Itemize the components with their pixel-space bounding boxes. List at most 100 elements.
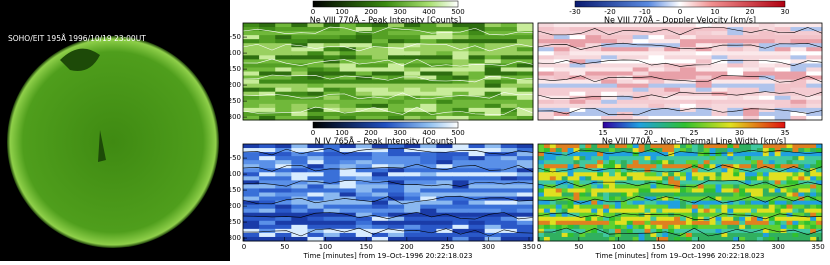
map-cell	[516, 192, 534, 198]
map-cell	[656, 144, 663, 149]
map-cell	[500, 35, 518, 40]
map-cell	[703, 228, 711, 234]
map-cell	[626, 148, 634, 153]
map-cell	[579, 224, 586, 230]
map-cell	[549, 200, 557, 206]
map-cell	[601, 59, 618, 64]
map-cell	[355, 144, 373, 149]
map-cell	[810, 184, 817, 189]
map-cell	[355, 188, 373, 193]
map-cell	[388, 204, 405, 210]
map-cell	[792, 168, 799, 173]
map-cell	[616, 107, 634, 113]
map-cell	[420, 75, 437, 81]
map-cell	[804, 188, 811, 193]
map-cell	[756, 156, 764, 161]
map-cell	[452, 144, 470, 149]
map-cell	[609, 204, 616, 210]
map-cell	[664, 59, 681, 64]
map-cell	[768, 184, 776, 189]
map-cell	[291, 200, 308, 206]
map-cell	[420, 196, 437, 202]
map-cell	[806, 71, 823, 77]
map-cell	[585, 47, 602, 52]
map-cell	[243, 148, 260, 153]
contour	[537, 107, 823, 116]
map-cell	[745, 208, 752, 214]
map-cell	[774, 144, 782, 149]
colorbar-tick-label: 200	[364, 8, 377, 16]
map-cell	[810, 160, 817, 165]
map-cell	[695, 79, 713, 85]
map-cell	[798, 152, 805, 157]
map-cell	[567, 180, 574, 185]
map-cell	[616, 31, 634, 36]
map-cell	[355, 228, 373, 234]
map-frame	[537, 22, 823, 121]
map-cell	[711, 115, 728, 121]
map-cell	[585, 71, 602, 77]
map-cell	[388, 111, 405, 117]
map-cell	[591, 208, 598, 214]
map-cell	[674, 224, 681, 230]
map-cell	[404, 27, 421, 32]
map-cell	[585, 31, 602, 36]
map-cell	[792, 160, 799, 165]
map-cell	[553, 27, 571, 32]
map-cell	[553, 115, 571, 121]
map-cell	[555, 164, 563, 169]
map-cell	[697, 180, 705, 185]
map-cell	[355, 23, 373, 28]
map-cell	[468, 115, 486, 121]
map-cell	[680, 99, 697, 105]
map-cell	[591, 220, 598, 226]
map-cell	[768, 212, 776, 218]
map-cell	[484, 196, 502, 202]
map-cell	[685, 232, 693, 238]
map-cell	[609, 168, 616, 173]
map-cell	[585, 87, 602, 93]
map-cell	[774, 192, 782, 198]
map-cell	[780, 232, 787, 238]
map-cell	[484, 107, 502, 113]
map-cell	[323, 224, 341, 230]
map-cell	[388, 83, 405, 89]
map-cell	[626, 164, 634, 169]
map-cell	[591, 172, 598, 177]
map-cell	[804, 208, 811, 214]
map-cell	[774, 87, 791, 93]
map-cell	[680, 220, 687, 226]
map-cell	[614, 156, 622, 161]
map-cell	[680, 196, 687, 202]
map-cell	[355, 212, 373, 218]
map-cell	[695, 115, 713, 121]
map-cell	[597, 228, 604, 234]
map-cell	[727, 176, 734, 181]
map-cell	[259, 168, 276, 173]
map-cell	[774, 168, 782, 173]
map-cell	[668, 184, 675, 189]
map-cell	[538, 63, 555, 68]
map-cell	[632, 192, 640, 198]
map-cell	[609, 216, 616, 222]
map-cell	[727, 83, 744, 89]
contour	[242, 43, 534, 52]
colorbar-tick-label: 300	[393, 129, 406, 137]
map-cell	[603, 148, 610, 153]
map-cell	[768, 168, 776, 173]
map-cell	[709, 148, 716, 153]
map-cell	[691, 160, 699, 165]
map-cell	[388, 188, 405, 193]
map-cell	[339, 79, 357, 85]
map-cell	[484, 228, 502, 234]
map-cell	[664, 95, 681, 101]
map-cell	[259, 115, 276, 121]
map-cell	[638, 188, 645, 193]
map-cell	[780, 216, 787, 222]
map-cell	[616, 59, 634, 64]
map-cell	[768, 232, 776, 238]
map-cell	[648, 35, 665, 40]
map-cell	[745, 164, 752, 169]
map-cell	[650, 220, 657, 226]
map-cell	[291, 180, 308, 185]
